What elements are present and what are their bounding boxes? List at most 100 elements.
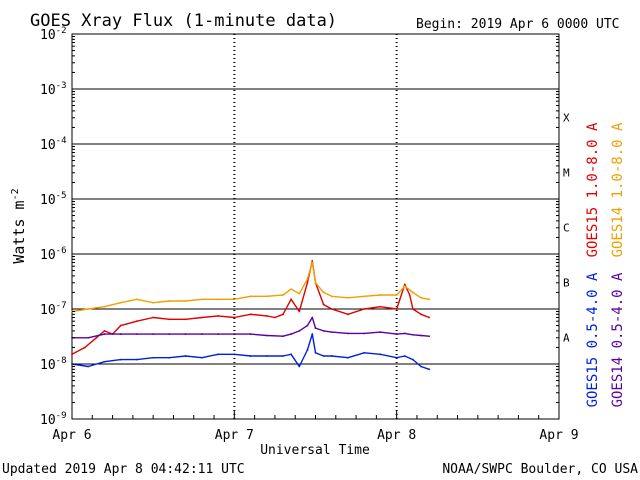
data-point <box>379 294 382 296</box>
data-point <box>200 333 203 335</box>
data-point <box>249 313 252 316</box>
data-point <box>395 308 398 310</box>
y-tick-exponent: -9 <box>56 411 67 421</box>
data-point <box>403 332 406 335</box>
y-tick-exponent: -3 <box>56 81 67 91</box>
data-point <box>87 308 90 310</box>
data-point <box>290 353 293 356</box>
data-point <box>311 316 314 319</box>
data-point <box>330 295 333 298</box>
data-point <box>311 333 314 335</box>
data-point <box>265 334 268 337</box>
x-tick-label: Apr 7 <box>215 428 254 443</box>
legend-label: GOES15 0.5-4.0 A <box>585 272 601 407</box>
x-axis-label: Universal Time <box>260 443 370 458</box>
y-tick-exponent: -6 <box>56 246 67 256</box>
y-tick-base: 10 <box>40 413 56 428</box>
data-point <box>282 313 284 316</box>
data-point <box>322 329 325 332</box>
data-point <box>152 333 155 335</box>
credit-text: NOAA/SWPC Boulder, CO USA <box>442 462 638 477</box>
data-point <box>168 300 171 302</box>
y-tick-label: 10-7 <box>40 301 67 318</box>
data-point <box>363 332 366 335</box>
legend-label: GOES15 1.0-8.0 A <box>585 122 601 257</box>
data-point <box>71 353 73 356</box>
data-point <box>217 353 220 356</box>
data-point <box>119 333 122 335</box>
data-point <box>290 333 293 335</box>
data-point <box>217 333 220 335</box>
data-point <box>265 295 268 298</box>
data-point <box>403 355 406 357</box>
data-point <box>412 358 414 361</box>
data-point <box>428 316 431 319</box>
data-point <box>136 298 138 301</box>
y-tick-exponent: -8 <box>56 356 67 366</box>
data-point <box>363 351 366 354</box>
data-point <box>379 353 382 356</box>
flare-class-label: A <box>563 332 570 345</box>
data-point <box>200 356 203 359</box>
x-tick-label: Apr 8 <box>377 428 416 443</box>
data-point <box>152 316 155 319</box>
y-tick-exponent: -7 <box>56 301 67 311</box>
data-point <box>84 346 86 349</box>
data-point <box>314 281 317 284</box>
updated-timestamp: Updated 2019 Apr 8 04:42:11 UTC <box>2 462 245 477</box>
data-point <box>379 331 382 334</box>
data-point <box>298 329 301 332</box>
data-point <box>103 360 106 363</box>
data-point <box>298 310 301 313</box>
data-point <box>403 285 406 288</box>
data-point <box>103 329 106 332</box>
y-tick-label: 10-5 <box>40 191 67 208</box>
data-point <box>395 333 398 335</box>
data-point <box>184 333 187 335</box>
data-point <box>168 356 171 359</box>
data-point <box>103 305 106 308</box>
data-point <box>347 296 349 299</box>
data-point <box>233 353 236 356</box>
data-point <box>298 365 301 368</box>
data-point <box>347 313 349 316</box>
data-point <box>136 358 138 361</box>
y-tick-label: 10-3 <box>40 81 67 98</box>
data-point <box>306 278 309 280</box>
legend-label: GOES14 1.0-8.0 A <box>610 122 626 257</box>
data-point <box>249 295 252 298</box>
data-point <box>274 316 276 319</box>
data-point <box>395 294 398 296</box>
data-point <box>428 298 431 301</box>
data-point <box>395 356 398 359</box>
data-point <box>403 283 406 286</box>
y-tick-base: 10 <box>40 358 56 373</box>
data-point <box>217 314 220 317</box>
data-point <box>184 355 187 357</box>
y-tick-base: 10 <box>40 138 56 153</box>
data-point <box>420 334 422 337</box>
data-point <box>412 308 414 310</box>
data-point <box>184 300 187 302</box>
data-point <box>314 327 317 329</box>
data-point <box>119 301 122 304</box>
data-point <box>420 296 422 299</box>
data-point <box>217 298 220 301</box>
data-point <box>87 365 90 368</box>
y-tick-exponent: -2 <box>56 26 67 36</box>
data-point <box>168 333 171 335</box>
y-tick-base: 10 <box>40 248 56 263</box>
data-point <box>282 355 284 357</box>
data-point <box>168 318 171 321</box>
data-point <box>420 313 422 316</box>
data-point <box>265 355 268 357</box>
data-point <box>347 356 349 359</box>
data-point <box>103 333 106 335</box>
data-point <box>363 295 366 298</box>
y-tick-label: 10-4 <box>40 136 67 153</box>
x-tick-label: Apr 9 <box>539 428 578 443</box>
data-point <box>428 335 431 338</box>
data-point <box>119 358 122 361</box>
data-point <box>200 298 203 301</box>
